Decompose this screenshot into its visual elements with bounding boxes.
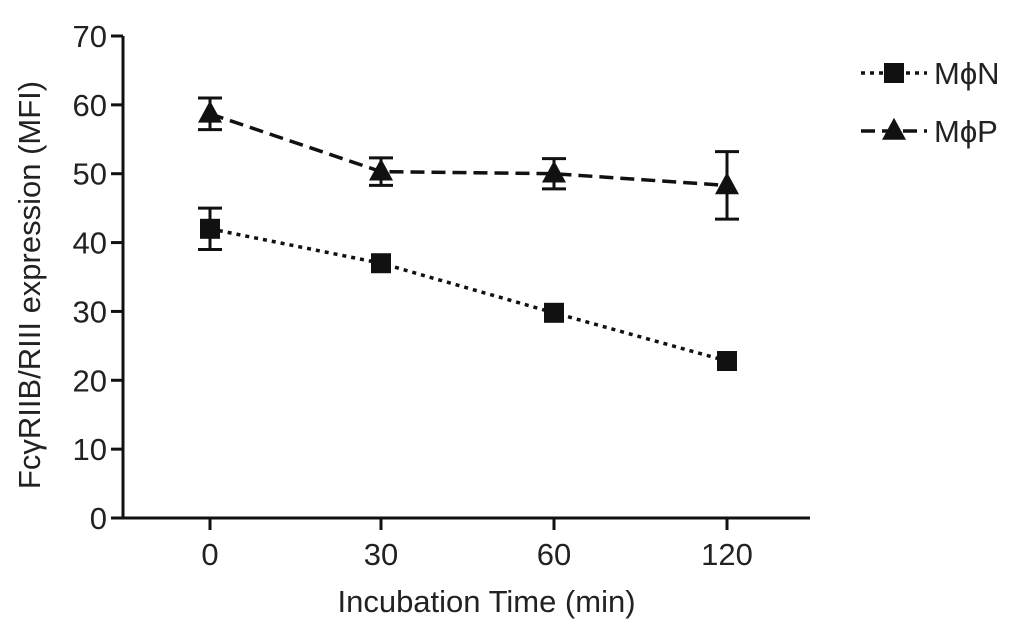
x-tick-label-0: 0 [201, 537, 218, 572]
x-tick-label-30: 30 [364, 537, 398, 572]
data-point-mphi-n-60 [544, 302, 564, 323]
legend-item-mphi-p: MϕP [861, 114, 998, 149]
y-tick-label-0: 0 [90, 501, 107, 536]
x-ticks: 0 30 60 120 [201, 518, 753, 572]
y-tick-label-40: 40 [73, 226, 107, 261]
data-point-mphi-n-30 [371, 253, 391, 274]
x-tick-label-60: 60 [537, 537, 571, 572]
x-tick-label-120: 120 [701, 537, 753, 572]
legend-marker-mphi-n [884, 63, 904, 83]
legend-item-mphi-n: MϕN [861, 56, 1000, 91]
data-point-mphi-p-30 [369, 158, 393, 181]
y-tick-label-10: 10 [73, 432, 107, 467]
legend: MϕN MϕP [861, 56, 1000, 149]
legend-label-mphi-n: MϕN [934, 56, 1000, 91]
y-tick-label-20: 20 [73, 363, 107, 398]
y-ticks: 0 10 20 30 40 50 60 70 [73, 19, 123, 536]
legend-label-mphi-p: MϕP [934, 114, 998, 149]
series-line-mphi-n [209, 227, 728, 363]
data-point-mphi-p-60 [542, 160, 566, 183]
series-layer [198, 96, 739, 372]
series-line-mphi-p [209, 112, 728, 188]
y-axis-title: FcγRIIB/RIII expression (MFI) [12, 81, 47, 489]
y-tick-label-30: 30 [73, 294, 107, 329]
x-axis-title: Incubation Time (min) [337, 584, 635, 619]
legend-marker-mphi-p [882, 117, 906, 140]
y-tick-label-50: 50 [73, 157, 107, 192]
data-point-mphi-p-120 [715, 172, 739, 195]
data-point-mphi-n-120 [717, 351, 737, 372]
y-tick-label-60: 60 [73, 88, 107, 123]
series-mphi-n [198, 206, 737, 372]
data-point-mphi-p-0 [198, 100, 222, 123]
y-tick-label-70: 70 [73, 19, 107, 54]
data-point-mphi-n-0 [200, 218, 220, 239]
series-mphi-p [198, 96, 739, 221]
axes [121, 36, 810, 520]
